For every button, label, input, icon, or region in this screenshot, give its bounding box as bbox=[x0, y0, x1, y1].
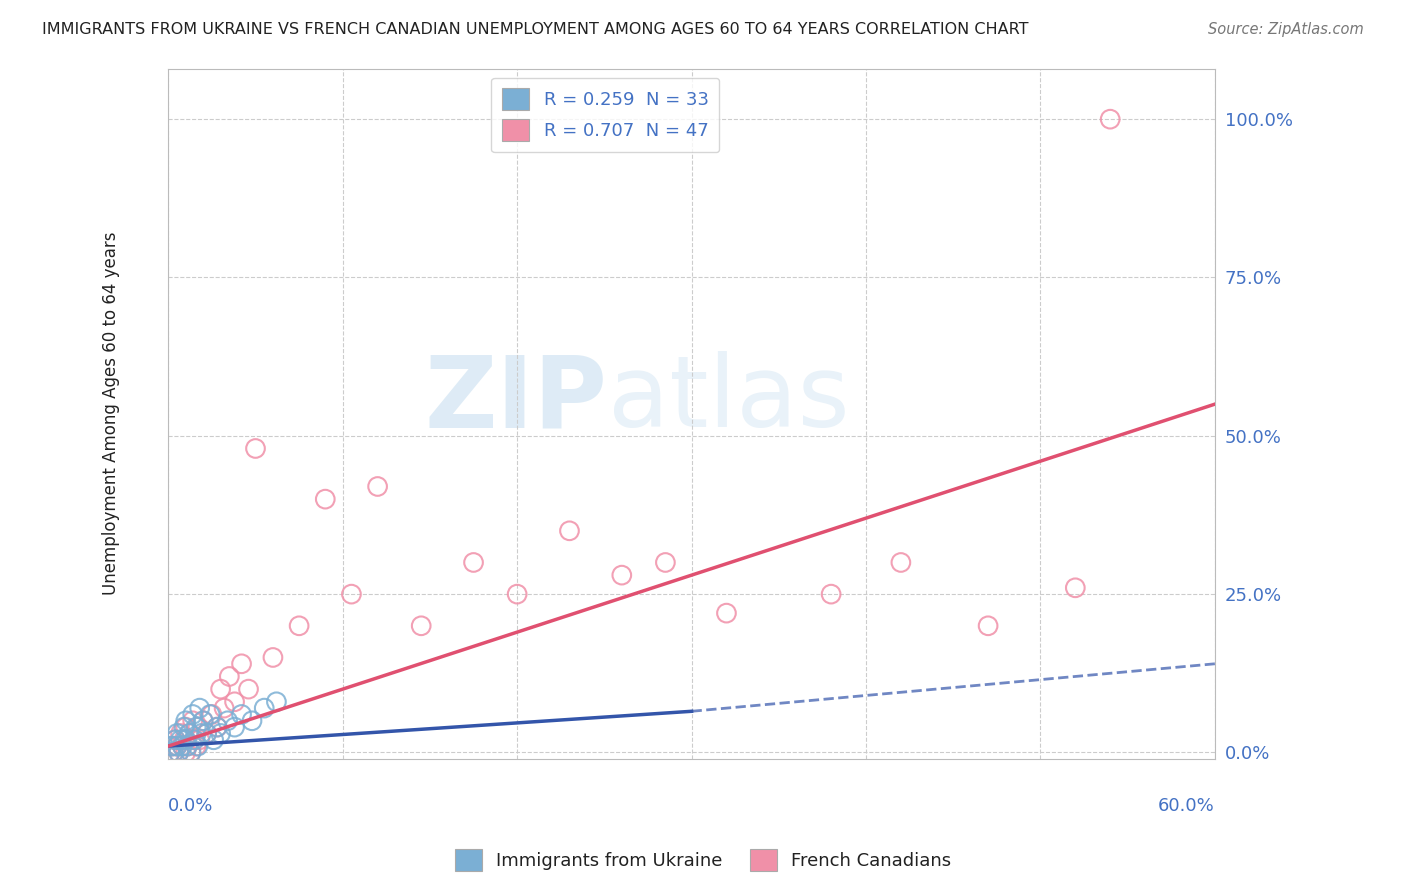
Point bbox=[253, 701, 276, 715]
Point bbox=[166, 739, 188, 753]
Point bbox=[1064, 581, 1087, 595]
Point bbox=[193, 714, 215, 728]
Point bbox=[159, 746, 181, 760]
Point bbox=[186, 720, 208, 734]
Point bbox=[340, 587, 363, 601]
Text: IMMIGRANTS FROM UKRAINE VS FRENCH CANADIAN UNEMPLOYMENT AMONG AGES 60 TO 64 YEAR: IMMIGRANTS FROM UKRAINE VS FRENCH CANADI… bbox=[42, 22, 1029, 37]
Legend: R = 0.259  N = 33, R = 0.707  N = 47: R = 0.259 N = 33, R = 0.707 N = 47 bbox=[491, 78, 720, 153]
Point bbox=[183, 732, 205, 747]
Point bbox=[224, 695, 246, 709]
Point bbox=[179, 726, 201, 740]
Point bbox=[506, 587, 529, 601]
Point bbox=[202, 732, 225, 747]
Text: Source: ZipAtlas.com: Source: ZipAtlas.com bbox=[1208, 22, 1364, 37]
Point bbox=[187, 739, 209, 753]
Point bbox=[558, 524, 581, 538]
Point bbox=[179, 726, 201, 740]
Point bbox=[205, 720, 228, 734]
Point bbox=[463, 556, 485, 570]
Point bbox=[218, 669, 240, 683]
Point bbox=[212, 701, 235, 715]
Legend: Immigrants from Ukraine, French Canadians: Immigrants from Ukraine, French Canadian… bbox=[447, 842, 959, 879]
Point bbox=[174, 732, 197, 747]
Point bbox=[165, 732, 187, 747]
Point bbox=[610, 568, 633, 582]
Point bbox=[172, 739, 194, 753]
Point bbox=[183, 732, 205, 747]
Point bbox=[174, 720, 197, 734]
Point bbox=[173, 732, 195, 747]
Point bbox=[240, 714, 263, 728]
Point bbox=[169, 726, 191, 740]
Point bbox=[160, 739, 183, 753]
Point bbox=[820, 587, 842, 601]
Point bbox=[167, 746, 190, 760]
Point bbox=[188, 732, 211, 747]
Point bbox=[367, 479, 389, 493]
Point bbox=[193, 714, 215, 728]
Point bbox=[166, 726, 188, 740]
Point bbox=[180, 746, 202, 760]
Point bbox=[262, 650, 284, 665]
Point bbox=[716, 606, 738, 620]
Point bbox=[245, 442, 267, 456]
Point bbox=[231, 707, 253, 722]
Point bbox=[174, 714, 197, 728]
Point bbox=[198, 707, 221, 722]
Point bbox=[167, 746, 190, 760]
Point bbox=[209, 682, 232, 697]
Point bbox=[165, 732, 187, 747]
Point bbox=[159, 746, 181, 760]
Text: ZIP: ZIP bbox=[425, 351, 607, 449]
Point bbox=[187, 720, 209, 734]
Text: 60.0%: 60.0% bbox=[1159, 797, 1215, 814]
Point bbox=[190, 726, 212, 740]
Point bbox=[654, 556, 676, 570]
Point bbox=[172, 739, 194, 753]
Point bbox=[169, 732, 191, 747]
Point bbox=[205, 720, 228, 734]
Point bbox=[231, 657, 253, 671]
Point bbox=[160, 739, 183, 753]
Point bbox=[181, 707, 204, 722]
Point bbox=[195, 726, 218, 740]
Text: 0.0%: 0.0% bbox=[169, 797, 214, 814]
Text: atlas: atlas bbox=[607, 351, 849, 449]
Point bbox=[288, 619, 311, 633]
Point bbox=[180, 746, 202, 760]
Point bbox=[174, 746, 197, 760]
Point bbox=[195, 726, 218, 740]
Point bbox=[176, 739, 198, 753]
Point bbox=[224, 720, 246, 734]
Point bbox=[209, 726, 232, 740]
Point bbox=[186, 739, 208, 753]
Point bbox=[176, 739, 198, 753]
Point bbox=[238, 682, 260, 697]
Point bbox=[217, 714, 239, 728]
Point bbox=[1099, 112, 1122, 127]
Point bbox=[162, 746, 184, 760]
Point bbox=[162, 746, 184, 760]
Point bbox=[181, 714, 204, 728]
Point bbox=[977, 619, 1000, 633]
Point bbox=[266, 695, 288, 709]
Point bbox=[411, 619, 433, 633]
Point bbox=[890, 556, 912, 570]
Point bbox=[166, 739, 188, 753]
Point bbox=[188, 701, 211, 715]
Point bbox=[201, 707, 224, 722]
Text: Unemployment Among Ages 60 to 64 years: Unemployment Among Ages 60 to 64 years bbox=[101, 232, 120, 595]
Point bbox=[314, 492, 336, 507]
Point bbox=[173, 720, 195, 734]
